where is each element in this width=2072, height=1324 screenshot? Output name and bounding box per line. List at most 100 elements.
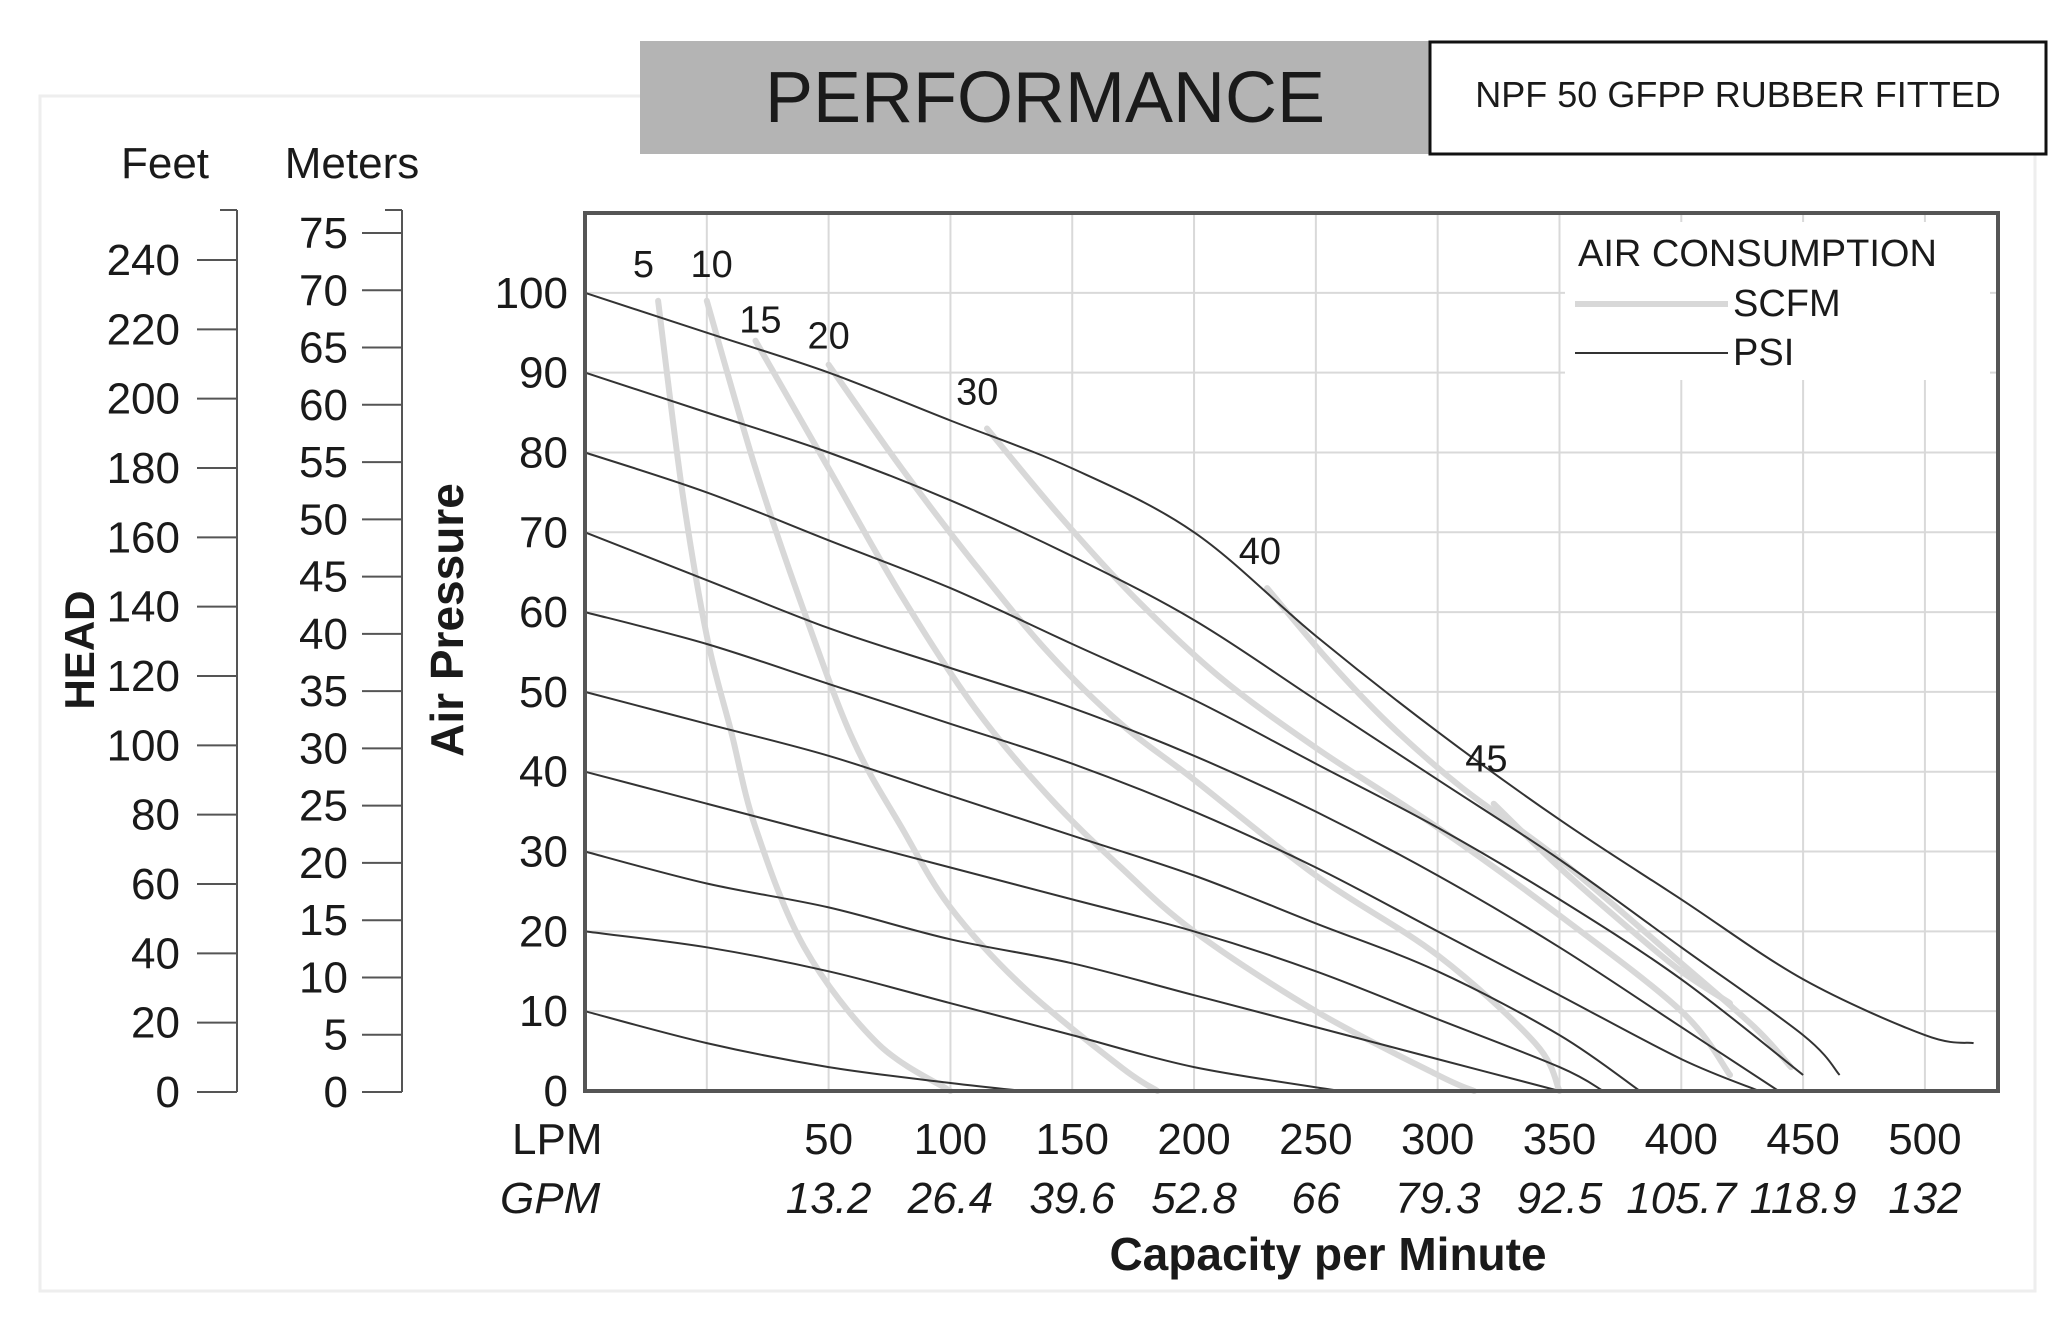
scfm-curve-label: 10 (691, 244, 733, 286)
feet-tick-label: 200 (107, 375, 180, 424)
x-axis-ticks: 50 100 150 200 250 300 350 400 450 500 13.2 26.4 39.… (786, 1115, 1962, 1223)
meters-tick-label: 30 (299, 724, 348, 773)
meters-tick-label: 65 (299, 324, 348, 373)
psi-curve-5 (584, 690, 1641, 1092)
psi-curve-4 (584, 770, 1604, 1092)
meters-tick-label: 75 (299, 209, 348, 258)
meters-tick-label: 60 (299, 381, 348, 430)
scfm-curve-20 (825, 361, 1563, 1094)
y-tick-label: 80 (519, 428, 568, 477)
x-unit-gpm: GPM (500, 1174, 601, 1223)
x-axis-title: Capacity per Minute (1109, 1228, 1546, 1280)
meters-tick-label: 5 (324, 1011, 348, 1060)
x-tick-label-lpm: 250 (1279, 1115, 1352, 1164)
y-axis-title: Air Pressure (421, 483, 473, 757)
meters-tick-label: 70 (299, 266, 348, 315)
scfm-curve-label: 40 (1239, 531, 1281, 573)
scfm-curve-label: 30 (956, 372, 998, 414)
x-tick-label-lpm: 200 (1157, 1115, 1230, 1164)
meters-tick-label: 0 (324, 1068, 348, 1117)
y-tick-label: 40 (519, 748, 568, 797)
meters-tick-label: 20 (299, 839, 348, 888)
x-tick-label-lpm: 500 (1888, 1115, 1961, 1164)
psi-curves (584, 291, 1974, 1092)
meters-tick-label: 55 (299, 438, 348, 487)
legend-title: AIR CONSUMPTION (1578, 233, 1937, 275)
feet-tick-label: 60 (131, 860, 180, 909)
feet-tick-label: 20 (131, 999, 180, 1048)
header-banner: PERFORMANCE NPF 50 GFPP RUBBER FITTED (640, 40, 2048, 156)
x-tick-label-gpm: 39.6 (1029, 1174, 1115, 1223)
y-tick-label: 90 (519, 349, 568, 398)
feet-tick-label: 0 (156, 1068, 180, 1117)
scfm-curve-10 (703, 297, 1161, 1094)
psi-curve-3 (584, 850, 1560, 1092)
x-tick-label-gpm: 26.4 (907, 1174, 994, 1223)
meters-tick-label: 50 (299, 495, 348, 544)
feet-tick-label: 80 (131, 791, 180, 840)
y-tick-label: 20 (519, 907, 568, 956)
feet-tick-label: 40 (131, 929, 180, 978)
x-tick-label-gpm: 118.9 (1750, 1174, 1857, 1223)
meters-tick-label: 15 (299, 896, 348, 945)
legend: AIR CONSUMPTION SCFM PSI (1565, 222, 1990, 380)
head-axes: Feet Meters HEAD 02040608010012014016018… (56, 139, 419, 1117)
model-label: NPF 50 GFPP RUBBER FITTED (1475, 74, 2000, 115)
x-tick-label-gpm: 132 (1888, 1174, 1961, 1223)
scfm-curve-15 (752, 337, 1478, 1094)
feet-tick-label: 180 (107, 444, 180, 493)
psi-curve-9 (584, 371, 1841, 1076)
psi-curve-2 (584, 930, 1341, 1092)
x-tick-label-gpm: 13.2 (786, 1174, 872, 1223)
x-tick-label-lpm: 350 (1523, 1115, 1596, 1164)
x-tick-label-gpm: 105.7 (1626, 1174, 1738, 1223)
psi-curve-6 (584, 611, 1760, 1092)
scfm-curve-30 (984, 425, 1733, 1078)
psi-curve-10 (584, 291, 1974, 1045)
x-unit-lpm: LPM (512, 1115, 602, 1164)
feet-tick-label: 100 (107, 721, 180, 770)
x-tick-label-gpm: 66 (1291, 1174, 1340, 1223)
meters-tick-label: 45 (299, 553, 348, 602)
legend-scfm-label: SCFM (1733, 283, 1841, 325)
x-tick-label-lpm: 300 (1401, 1115, 1474, 1164)
meters-tick-label: 25 (299, 782, 348, 831)
feet-ticks: 0 20 40 60 80 100 120 140 160 180 200 220 240 (107, 209, 237, 1117)
meters-tick-label: 35 (299, 667, 348, 716)
meters-tick-label: 40 (299, 610, 348, 659)
feet-tick-label: 220 (107, 305, 180, 354)
model-box (1428, 40, 2048, 156)
x-tick-label-lpm: 100 (914, 1115, 987, 1164)
psi-curve-7 (584, 531, 1780, 1092)
y-tick-label: 70 (519, 508, 568, 557)
scfm-curve-label: 20 (807, 316, 849, 358)
legend-psi-label: PSI (1733, 332, 1794, 374)
x-tick-label-lpm: 150 (1036, 1115, 1109, 1164)
head-axis-title: HEAD (56, 590, 103, 709)
scfm-curve-5 (655, 297, 954, 1094)
x-tick-label-lpm: 400 (1645, 1115, 1718, 1164)
x-tick-label-gpm: 92.5 (1517, 1174, 1603, 1223)
x-tick-label-lpm: 50 (804, 1115, 853, 1164)
feet-tick-label: 120 (107, 652, 180, 701)
y-tick-label: 100 (495, 269, 568, 318)
y-axis-ticks: 0 10 20 30 40 50 60 70 80 90 100 (495, 269, 568, 1116)
psi-curve-1 (584, 1010, 1024, 1092)
y-tick-label: 50 (519, 668, 568, 717)
x-tick-label-lpm: 450 (1766, 1115, 1839, 1164)
title-banner-bg (640, 41, 1430, 154)
scfm-curve-label: 45 (1465, 739, 1507, 781)
scfm-curve-label: 5 (633, 244, 654, 286)
meters-tick-label: 10 (299, 953, 348, 1002)
x-tick-label-gpm: 52.8 (1151, 1174, 1237, 1223)
psi-curve-8 (584, 451, 1804, 1076)
feet-tick-label: 140 (107, 583, 180, 632)
y-tick-label: 10 (519, 987, 568, 1036)
feet-axis-title: Feet (121, 139, 209, 188)
plot-border (583, 211, 2000, 1093)
chart-title: PERFORMANCE (765, 58, 1325, 138)
y-tick-label: 30 (519, 828, 568, 877)
